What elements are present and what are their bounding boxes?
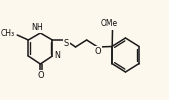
Text: CH₃: CH₃ [0,30,14,38]
Text: O: O [37,72,44,80]
Text: S: S [64,40,69,48]
Text: OMe: OMe [100,20,117,28]
Text: N: N [54,52,60,60]
Text: O: O [94,48,101,56]
Text: NH: NH [32,22,43,32]
